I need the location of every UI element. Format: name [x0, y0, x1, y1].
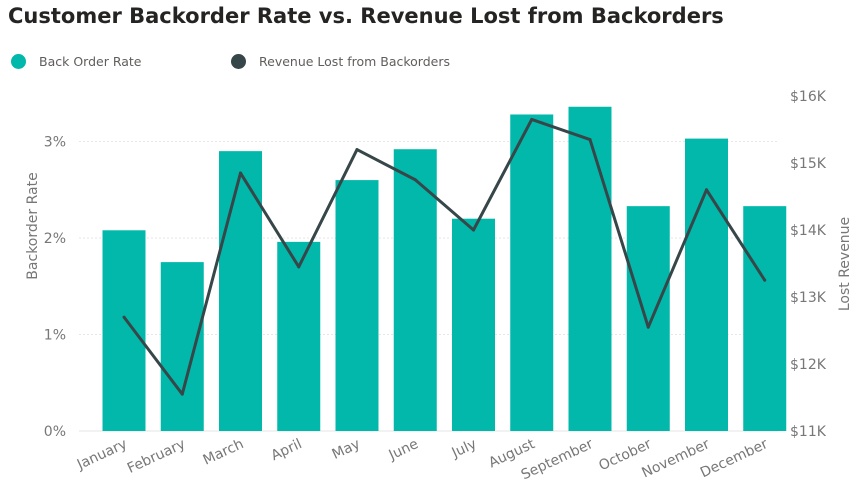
- y-right-axis-title: Lost Revenue: [837, 217, 853, 311]
- x-tick-label: January: [74, 436, 130, 473]
- revenue-line-layer: [122, 117, 767, 396]
- bar-april[interactable]: [277, 241, 321, 431]
- bar-march[interactable]: [219, 151, 262, 431]
- legend-item-revenue-lost[interactable]: Revenue Lost from Backorders: [231, 54, 450, 69]
- revenue-point-june[interactable]: [413, 178, 417, 182]
- y-right-tick-label: $14K: [790, 223, 827, 239]
- revenue-point-april[interactable]: [297, 265, 301, 269]
- legend-swatch-back-order-rate: [11, 54, 26, 69]
- y-right-tick-label: $13K: [790, 290, 827, 306]
- bar-may[interactable]: [335, 180, 379, 431]
- x-tick-label: March: [201, 436, 246, 469]
- x-tick-label: February: [125, 436, 188, 477]
- bar-october[interactable]: [626, 206, 670, 431]
- y-right-tick-label: $15K: [790, 156, 827, 172]
- x-tick-label: July: [449, 436, 479, 462]
- legend-item-back-order-rate[interactable]: Back Order Rate: [11, 54, 141, 69]
- bar-january[interactable]: [102, 230, 146, 431]
- revenue-line[interactable]: [122, 117, 767, 396]
- revenue-point-march[interactable]: [239, 171, 242, 175]
- revenue-point-february[interactable]: [180, 392, 184, 396]
- chart-title: Customer Backorder Rate vs. Revenue Lost…: [8, 4, 724, 28]
- y-right-tick-label: $12K: [790, 357, 827, 373]
- x-tick-label: December: [698, 436, 771, 481]
- bar-june[interactable]: [393, 149, 437, 431]
- legend-label-revenue-lost: Revenue Lost from Backorders: [259, 54, 450, 69]
- bar-july[interactable]: [452, 218, 495, 431]
- bar-november[interactable]: [685, 138, 728, 432]
- revenue-point-january[interactable]: [122, 315, 126, 319]
- y-left-tick-label: 1%: [44, 328, 66, 344]
- bars: [102, 106, 787, 432]
- y-left-tick-label: 0%: [44, 424, 66, 440]
- bar-september[interactable]: [568, 106, 612, 431]
- chart-legend: Back Order Rate Revenue Lost from Backor…: [0, 54, 864, 74]
- revenue-point-november[interactable]: [705, 188, 708, 192]
- y-left-axis-title: Backorder Rate: [25, 172, 41, 279]
- axes: 0% 1% 2% 3% $11K $12K $13K $14K $15K $16K Backorde…: [25, 89, 853, 483]
- legend-label-back-order-rate: Back Order Rate: [39, 54, 142, 69]
- bar-august[interactable]: [510, 114, 554, 431]
- revenue-point-december[interactable]: [763, 278, 767, 282]
- y-right-tick-label: $11K: [790, 424, 827, 440]
- y-left-tick-label: 3%: [44, 135, 66, 151]
- legend-swatch-revenue-lost: [231, 54, 246, 69]
- x-tick-label: May: [330, 436, 363, 463]
- y-left-tick-label: 2%: [44, 231, 66, 247]
- y-right-tick-label: $16K: [790, 89, 827, 105]
- revenue-point-august[interactable]: [530, 117, 534, 121]
- x-tick-label: June: [386, 436, 421, 464]
- revenue-point-september[interactable]: [588, 138, 592, 142]
- bar-december[interactable]: [743, 206, 787, 431]
- bar-february[interactable]: [160, 262, 204, 431]
- x-tick-label: April: [269, 436, 305, 464]
- revenue-point-july[interactable]: [472, 228, 475, 232]
- revenue-point-may[interactable]: [355, 148, 359, 152]
- revenue-point-october[interactable]: [646, 325, 650, 329]
